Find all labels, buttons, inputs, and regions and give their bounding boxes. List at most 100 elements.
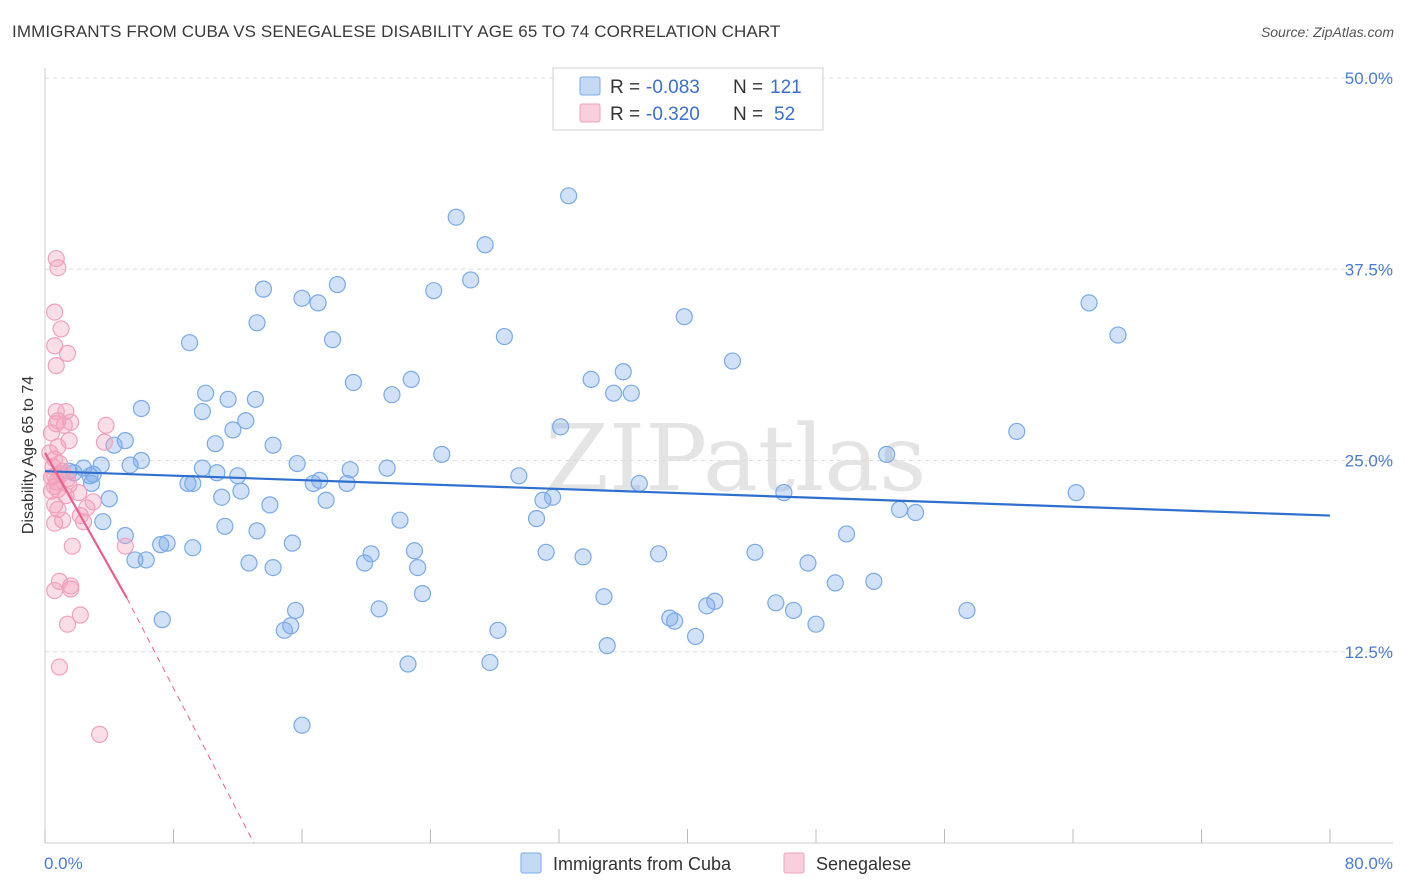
data-point-cuba	[527, 510, 546, 528]
data-point-cuba	[826, 574, 844, 592]
data-point-cuba	[246, 390, 265, 408]
data-point-cuba	[309, 294, 327, 312]
data-point-cuba	[433, 445, 451, 463]
data-point-cuba	[184, 539, 202, 557]
data-point-senegal	[58, 615, 77, 633]
data-point-cuba	[286, 601, 305, 620]
data-point-senegal	[116, 537, 134, 555]
data-point-cuba	[537, 543, 555, 561]
data-point-cuba	[706, 592, 724, 610]
data-point-senegal	[91, 725, 109, 743]
legend-n-value-cuba: 121	[770, 77, 802, 98]
data-point-cuba	[552, 418, 570, 436]
data-point-cuba	[614, 363, 632, 381]
data-point-cuba	[137, 551, 155, 569]
data-point-senegal	[47, 402, 65, 421]
data-point-cuba	[481, 653, 499, 672]
data-point-cuba	[1008, 422, 1026, 441]
legend-box: R = -0.083 N = 121 R = -0.320 N = 52	[552, 67, 824, 131]
chart-title: IMMIGRANTS FROM CUBA VS SENEGALESE DISAB…	[12, 22, 781, 41]
data-point-cuba	[264, 436, 282, 454]
data-point-senegal	[62, 580, 80, 598]
data-point-cuba	[906, 503, 925, 522]
data-point-cuba	[216, 517, 234, 535]
data-point-senegal	[78, 499, 96, 517]
bottom-legend: Immigrants from Cuba Senegalese	[520, 852, 911, 874]
data-point-cuba	[229, 467, 247, 485]
legend-r-label-cuba: R =	[610, 77, 640, 98]
data-point-cuba	[82, 474, 101, 493]
series-cuba-points	[60, 187, 1127, 734]
data-point-senegal	[46, 496, 64, 514]
data-point-senegal	[49, 500, 67, 519]
series-senegalese-points	[41, 249, 134, 743]
data-point-cuba	[686, 627, 705, 646]
legend-r-value-cuba: -0.083	[646, 77, 700, 98]
x-tick-label: 0.0%	[44, 854, 83, 873]
data-point-senegal	[50, 658, 69, 676]
data-point-cuba	[405, 542, 424, 560]
data-point-cuba	[598, 637, 616, 655]
data-point-cuba	[261, 496, 279, 514]
data-point-cuba	[362, 545, 380, 563]
data-point-cuba	[574, 548, 592, 566]
data-point-senegal	[42, 424, 61, 442]
data-point-cuba	[248, 314, 266, 332]
data-point-cuba	[180, 334, 199, 352]
data-point-cuba	[1109, 326, 1127, 344]
data-point-cuba	[341, 461, 359, 479]
data-point-cuba	[288, 454, 306, 473]
data-point-cuba	[383, 386, 401, 404]
trend-line-senegal	[44, 452, 128, 599]
data-point-cuba	[116, 432, 134, 450]
data-point-cuba	[622, 384, 640, 402]
data-point-cuba	[837, 525, 856, 543]
legend-n-label-cuba: N =	[733, 77, 763, 98]
data-point-cuba	[344, 373, 362, 392]
data-point-cuba	[232, 482, 250, 500]
data-point-cuba	[293, 716, 311, 734]
data-point-cuba	[489, 621, 507, 639]
data-point-cuba	[193, 402, 212, 421]
data-point-cuba	[784, 601, 803, 620]
data-point-senegal	[95, 433, 114, 451]
data-point-cuba	[193, 459, 212, 477]
data-point-cuba	[132, 451, 150, 470]
data-point-cuba	[338, 474, 356, 493]
y-tick-label: 37.5%	[1345, 260, 1393, 279]
bottom-legend-swatch-cuba	[520, 852, 542, 874]
data-point-senegal	[52, 320, 70, 338]
data-point-cuba	[153, 611, 171, 629]
x-tick-label: 80.0%	[1345, 854, 1393, 873]
y-tick-label: 12.5%	[1345, 643, 1393, 662]
data-point-cuba	[100, 490, 118, 508]
data-point-cuba	[391, 511, 409, 529]
data-point-cuba	[237, 412, 255, 430]
data-point-senegal	[46, 303, 64, 321]
trend-line-senegal-extension	[126, 597, 255, 844]
data-point-senegal	[47, 249, 65, 268]
trend-line-cuba	[44, 470, 1331, 517]
data-point-cuba	[605, 384, 623, 402]
data-point-cuba	[958, 601, 976, 620]
data-point-cuba	[510, 467, 528, 485]
data-point-cuba	[409, 558, 427, 577]
data-point-senegal	[62, 413, 80, 431]
data-point-cuba	[767, 594, 785, 612]
data-point-senegal	[42, 482, 61, 500]
data-point-cuba	[132, 399, 150, 418]
data-point-cuba	[378, 459, 396, 477]
data-point-cuba	[293, 289, 311, 307]
data-point-cuba	[495, 327, 513, 346]
x-tick-labels: 0.0% 80.0%	[44, 854, 1393, 873]
bottom-legend-label-senegal: Senegalese	[816, 854, 911, 874]
data-point-cuba	[179, 474, 197, 493]
legend-r-label-senegal: R =	[610, 104, 640, 125]
data-point-cuba	[447, 208, 465, 226]
data-point-cuba	[666, 612, 684, 630]
data-point-cuba	[595, 588, 613, 606]
data-point-cuba	[543, 488, 562, 506]
data-point-senegal	[63, 537, 81, 555]
legend-n-label-senegal: N =	[733, 104, 763, 125]
